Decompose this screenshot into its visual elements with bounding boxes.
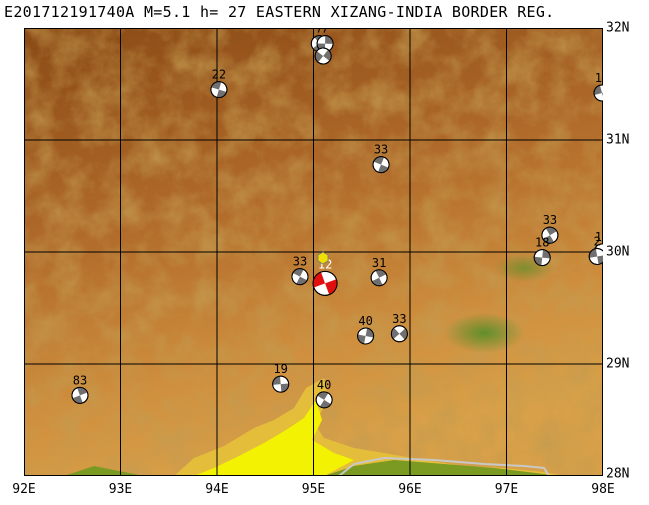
event-layer: 1222771533331815233314033194083 bbox=[70, 28, 603, 411]
event-beachball[interactable]: 83 bbox=[70, 373, 91, 405]
x-tick-96e: 96E bbox=[398, 482, 422, 497]
event-beachball[interactable]: 40 bbox=[313, 378, 335, 411]
event-depth-label: 2 bbox=[594, 234, 601, 248]
event-depth-label: 15 bbox=[595, 71, 603, 85]
event-depth-label: 15 bbox=[595, 230, 603, 244]
event-beachball[interactable]: 40 bbox=[356, 314, 375, 345]
event-beachball[interactable]: 33 bbox=[539, 213, 561, 246]
event-header: E201712191740A M=5.1 h= 27 EASTERN XIZAN… bbox=[4, 3, 555, 21]
event-depth-label: 83 bbox=[73, 373, 87, 387]
event-beachball[interactable]: 18 bbox=[533, 236, 551, 267]
event-depth-label: 33 bbox=[543, 213, 557, 227]
main-event-beachball[interactable]: 12 bbox=[310, 257, 341, 298]
event-depth-label: 7 bbox=[321, 28, 328, 36]
x-tick-93e: 93E bbox=[108, 482, 133, 497]
event-depth-label: 22 bbox=[212, 68, 226, 82]
event-beachball[interactable]: 33 bbox=[371, 143, 392, 175]
event-depth-label: 33 bbox=[374, 143, 388, 157]
border-line bbox=[338, 456, 550, 476]
y-tick-32n: 32N bbox=[606, 20, 630, 36]
event-beachball[interactable]: 33 bbox=[388, 312, 411, 345]
event-beachball[interactable]: 2 bbox=[588, 234, 603, 265]
x-tick-97e: 97E bbox=[494, 482, 519, 497]
event-beachball[interactable]: 22 bbox=[209, 68, 229, 100]
event-depth-label: 33 bbox=[293, 255, 307, 269]
x-tick-98e: 98E bbox=[591, 482, 615, 497]
y-tick-28n: 28N bbox=[606, 466, 630, 482]
x-tick-95e: 95E bbox=[301, 482, 326, 497]
event-depth-label: 40 bbox=[358, 314, 372, 328]
y-tick-29n: 29N bbox=[606, 356, 630, 372]
y-tick-31n: 31N bbox=[606, 132, 630, 148]
event-depth-label: 40 bbox=[317, 378, 331, 392]
event-depth-label: 33 bbox=[392, 312, 406, 326]
event-beachball[interactable]: 33 bbox=[289, 255, 311, 288]
x-tick-94e: 94E bbox=[205, 482, 229, 497]
y-tick-30n: 30N bbox=[606, 244, 630, 260]
epicenter-hexagon bbox=[317, 251, 329, 265]
relief-map[interactable]: 1222771533331815233314033194083 bbox=[24, 28, 603, 476]
event-beachball[interactable]: 31 bbox=[368, 256, 389, 289]
event-depth-label: 31 bbox=[372, 256, 386, 270]
event-depth-label: 18 bbox=[535, 236, 549, 250]
event-depth-label: 19 bbox=[273, 362, 287, 376]
event-beachball[interactable]: 15 bbox=[592, 71, 603, 103]
x-tick-92e: 92E bbox=[12, 482, 36, 497]
valley-green-patch bbox=[444, 313, 524, 353]
lowland-green bbox=[64, 460, 554, 476]
event-beachball[interactable]: 19 bbox=[272, 362, 290, 393]
graticule bbox=[24, 28, 603, 476]
event-beachball[interactable] bbox=[312, 45, 334, 67]
event-depth-label: 7 bbox=[316, 28, 323, 36]
